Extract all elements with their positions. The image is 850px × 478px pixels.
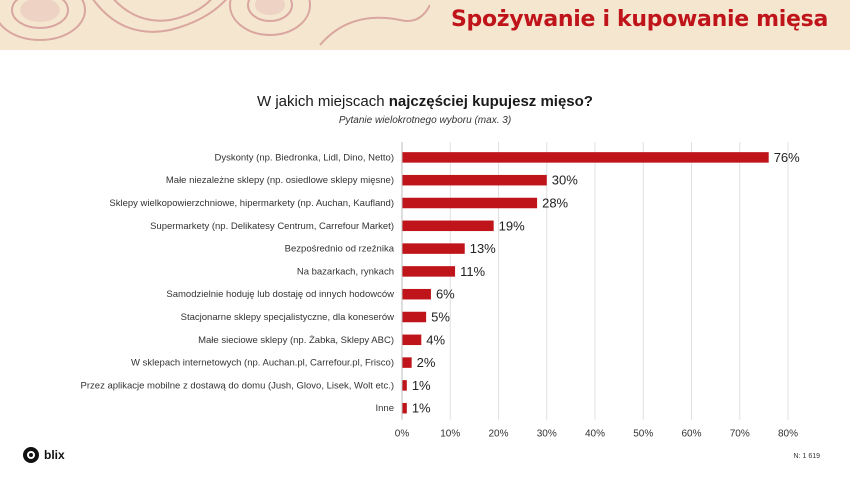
meat-illustration (0, 0, 430, 46)
bar-chart: Dyskonty (np. Biedronka, Lidl, Dino, Net… (81, 142, 800, 440)
category-label: Sklepy wielkopowierzchniowe, hipermarket… (109, 198, 394, 209)
category-label: Dyskonty (np. Biedronka, Lidl, Dino, Net… (214, 152, 394, 163)
x-tick-label: 10% (440, 429, 460, 440)
x-tick-label: 20% (488, 429, 508, 440)
chart-question: W jakich miejscach najczęściej kupujesz … (0, 93, 850, 110)
value-label: 1% (412, 378, 431, 393)
question-prefix: W jakich miejscach (257, 93, 389, 110)
question-emphasis: najczęściej kupujesz mięso? (388, 93, 593, 110)
bar (402, 152, 769, 163)
bar (402, 266, 456, 277)
value-label: 2% (417, 355, 436, 370)
category-label: Bezpośrednio od rzeźnika (285, 244, 395, 255)
category-label: Przez aplikacje mobilne z dostawą do dom… (81, 380, 394, 391)
value-label: 6% (436, 287, 455, 302)
x-tick-label: 50% (633, 429, 653, 440)
bar (402, 334, 422, 346)
x-tick-label: 70% (730, 429, 750, 440)
bar (402, 243, 465, 254)
bar (402, 197, 538, 209)
category-label: W sklepach internetowych (np. Auchan.pl,… (131, 358, 394, 369)
category-label: Stacjonarne sklepy specjalistyczne, dla … (181, 312, 394, 323)
value-label: 30% (552, 173, 578, 188)
value-label: 5% (431, 310, 450, 325)
bar (402, 220, 494, 232)
x-tick-label: 30% (537, 429, 557, 440)
value-label: 28% (542, 196, 568, 211)
brand-logo: blix (22, 446, 65, 464)
x-tick-label: 0% (395, 429, 410, 440)
value-label: 13% (470, 241, 496, 256)
x-tick-label: 60% (681, 429, 701, 440)
header-banner: Spożywanie i kupowanie mięsa (0, 0, 850, 50)
category-label: Inne (376, 403, 395, 414)
chart-subtitle: Pytanie wielokrotnego wyboru (max. 3) (338, 115, 512, 126)
category-label: Małe sieciowe sklepy (np. Żabka, Sklepy … (198, 335, 394, 346)
value-label: 76% (774, 150, 800, 165)
category-label: Na bazarkach, rynkach (297, 266, 394, 277)
value-label: 4% (426, 332, 445, 347)
bar (402, 357, 412, 368)
bar (402, 311, 427, 323)
value-label: 1% (412, 401, 431, 416)
value-label: 19% (499, 218, 525, 233)
page-title: Spożywanie i kupowanie mięsa (450, 7, 828, 32)
x-tick-label: 80% (778, 429, 798, 440)
bar (402, 288, 431, 300)
category-label: Samodzielnie hoduję lub dostaję od innyc… (166, 289, 394, 300)
category-label: Małe niezależne sklepy (np. osiedlowe sk… (166, 175, 394, 186)
bar (402, 402, 407, 414)
bar (402, 380, 407, 391)
sample-size: N: 1 619 (793, 453, 820, 460)
bar (402, 174, 547, 186)
blix-logo-icon (23, 447, 39, 463)
brand-name: blix (44, 448, 65, 462)
x-tick-label: 40% (585, 429, 605, 440)
category-label: Supermarkety (np. Delikatesy Centrum, Ca… (150, 221, 394, 232)
value-label: 11% (460, 264, 485, 279)
